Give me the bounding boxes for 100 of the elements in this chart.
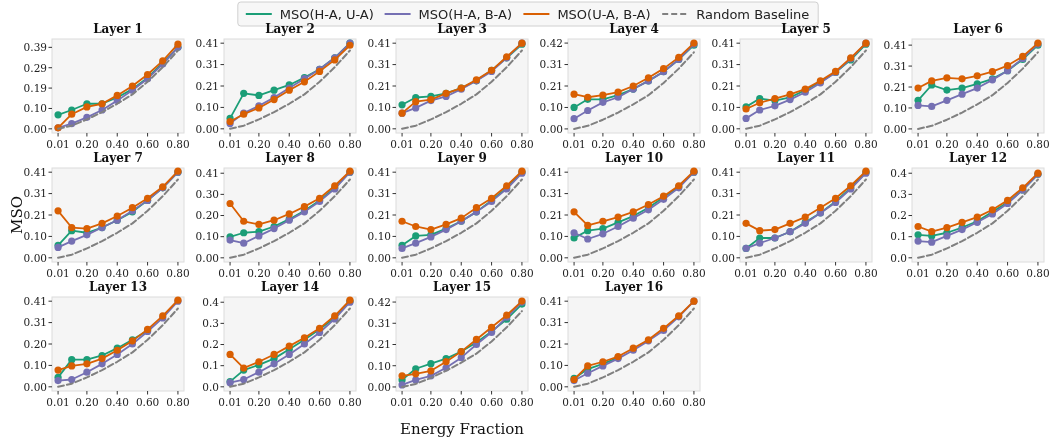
legend-label: MSO(U-A, B-A): [557, 6, 651, 22]
x-tick-label: 0.40: [793, 138, 817, 150]
y-tick-label: 0.19: [23, 81, 47, 94]
y-tick-label: 0.21: [367, 208, 391, 221]
x-tick-label: 0.20: [591, 267, 615, 279]
x-tick-label: 0.40: [105, 138, 129, 150]
y-tick-label: 0.31: [539, 58, 563, 71]
y-tick-label: 0.3: [202, 317, 219, 330]
x-tick-label: 0.80: [510, 138, 534, 150]
x-tick-label: 0.80: [166, 267, 190, 279]
x-tick-label: 0.60: [479, 138, 504, 150]
y-tick-label: 0.10: [195, 101, 219, 114]
y-tick-label: 0.31: [367, 58, 391, 71]
x-tick-label: 0.80: [1026, 138, 1050, 150]
x-tick-label: 0.60: [479, 267, 504, 279]
y-tick-label: 0.10: [367, 230, 391, 243]
chart-title: Layer 1: [93, 22, 143, 36]
x-tick-label: 0.20: [419, 396, 443, 408]
y-tick-label: 0.10: [195, 230, 219, 243]
y-tick-label: 0.10: [883, 101, 907, 114]
x-tick-label: 0.60: [823, 138, 848, 150]
y-tick-label: 0.31: [367, 317, 391, 330]
x-tick-label: 0.01: [46, 138, 70, 150]
x-tick-label: 0.60: [995, 267, 1020, 279]
x-tick-label: 0.60: [995, 138, 1020, 150]
y-tick-label: 0.42: [367, 295, 391, 308]
y-tick-label: 0.21: [883, 80, 907, 93]
x-tick-label: 0.60: [479, 396, 504, 408]
y-tick-label: 0.41: [539, 165, 563, 178]
x-tick-label: 0.01: [46, 396, 70, 408]
y-tick-label: 0.2: [890, 209, 907, 222]
x-tick-label: 0.40: [277, 396, 301, 408]
x-tick-label: 0.20: [247, 138, 271, 150]
x-tick-label: 0.01: [390, 396, 414, 408]
y-tick-label: 0.31: [23, 316, 47, 329]
legend-label: MSO(H-A, U-A): [279, 6, 374, 22]
y-tick-label: 0.2: [202, 338, 219, 351]
chart-title: Layer 5: [781, 22, 831, 36]
y-tick-label: 0.00: [367, 380, 391, 393]
y-tick-label: 0.30: [195, 188, 219, 201]
x-tick-label: 0.40: [965, 267, 989, 279]
y-tick-label: 0.20: [23, 337, 47, 350]
x-tick-label: 0.01: [218, 396, 242, 408]
x-tick-label: 0.60: [135, 267, 160, 279]
x-tick-label: 0.40: [449, 396, 473, 408]
y-tick-label: 0.41: [195, 36, 219, 49]
x-tick-label: 0.20: [419, 267, 443, 279]
x-tick-label: 0.20: [75, 138, 99, 150]
x-tick-label: 0.20: [935, 267, 959, 279]
x-tick-label: 0.40: [105, 396, 129, 408]
x-tick-label: 0.20: [419, 138, 443, 150]
x-tick-label: 0.80: [682, 396, 706, 408]
x-tick-label: 0.60: [651, 138, 676, 150]
x-tick-label: 0.80: [338, 396, 362, 408]
x-tick-label: 0.20: [763, 267, 787, 279]
y-tick-label: 0.21: [711, 208, 735, 221]
x-tick-label: 0.40: [449, 267, 473, 279]
y-tick-label: 0.00: [23, 122, 47, 135]
x-tick-label: 0.80: [682, 138, 706, 150]
y-tick-label: 0.41: [23, 294, 47, 307]
chart-title: Layer 13: [88, 280, 148, 294]
x-tick-label: 0.01: [734, 138, 758, 150]
y-tick-label: 0.41: [23, 165, 47, 178]
x-tick-label: 0.20: [247, 267, 271, 279]
y-tick-label: 0.21: [23, 208, 47, 221]
x-tick-label: 0.01: [734, 267, 758, 279]
x-tick-label: 0.40: [621, 267, 645, 279]
y-tick-label: 0.4: [202, 296, 220, 309]
y-tick-label: 0.00: [883, 122, 907, 135]
y-tick-label: 0.31: [711, 187, 735, 200]
x-tick-label: 0.80: [1026, 267, 1050, 279]
x-tick-label: 0.20: [591, 138, 615, 150]
x-tick-label: 0.40: [277, 138, 301, 150]
y-tick-label: 0.10: [711, 230, 735, 243]
x-tick-label: 0.01: [562, 396, 586, 408]
chart-title: Layer 2: [265, 22, 315, 36]
legend-label: Random Baseline: [696, 6, 810, 22]
y-tick-label: 0.21: [367, 79, 391, 92]
y-tick-label: 0.10: [539, 230, 563, 243]
x-tick-label: 0.20: [763, 138, 787, 150]
y-tick-label: 0.00: [711, 251, 735, 264]
y-tick-label: 0.31: [23, 187, 47, 200]
x-tick-label: 0.60: [135, 396, 160, 408]
x-tick-label: 0.01: [218, 138, 242, 150]
x-tick-label: 0.40: [793, 267, 817, 279]
y-tick-label: 0.1: [202, 359, 219, 372]
y-tick-label: 0.42: [539, 36, 563, 49]
y-tick-label: 0.21: [539, 337, 563, 350]
chart-title: Layer 12: [948, 151, 1008, 165]
x-tick-label: 0.20: [935, 138, 959, 150]
y-tick-label: 0.3: [890, 188, 907, 201]
y-tick-label: 0.00: [711, 122, 735, 135]
x-tick-label: 0.80: [166, 138, 190, 150]
y-tick-label: 0.31: [883, 59, 907, 72]
y-tick-label: 0.10: [367, 359, 391, 372]
y-tick-label: 0.1: [890, 230, 907, 243]
x-tick-label: 0.60: [307, 396, 332, 408]
y-tick-label: 0.41: [539, 294, 563, 307]
y-tick-label: 0.10: [23, 102, 47, 115]
y-tick-label: 0.10: [711, 101, 735, 114]
